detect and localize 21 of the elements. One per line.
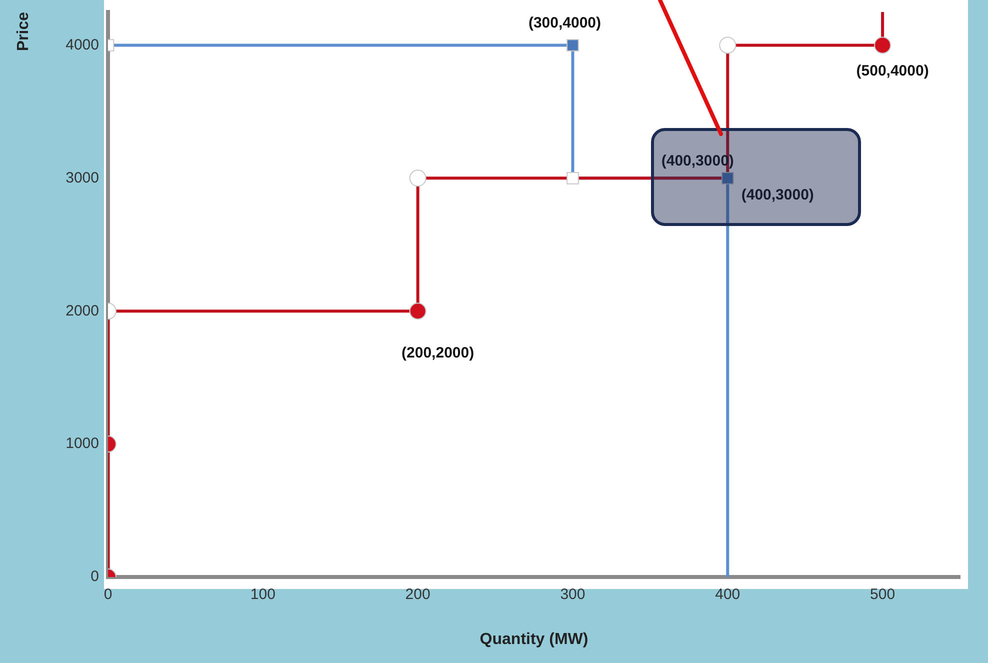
y-tick-label: 2000 bbox=[66, 302, 99, 320]
x-tick-label: 0 bbox=[104, 586, 112, 604]
x-tick-label: 200 bbox=[405, 586, 430, 604]
x-tick-label: 100 bbox=[250, 586, 276, 604]
x-axis-title: Quantity (MW) bbox=[480, 630, 588, 648]
y-axis-title: Price bbox=[15, 12, 32, 52]
point bbox=[566, 39, 579, 52]
annotation: (400,3000) bbox=[741, 186, 814, 204]
x-tick-label: 300 bbox=[560, 586, 586, 604]
point bbox=[874, 36, 892, 54]
y-tick-label: 0 bbox=[90, 568, 99, 586]
point bbox=[719, 36, 736, 54]
y-tick-label: 4000 bbox=[66, 36, 99, 54]
annotation: (200,2000) bbox=[402, 344, 474, 362]
annotation: (300,4000) bbox=[528, 14, 602, 32]
annotation: (500,4000) bbox=[856, 62, 929, 80]
x-tick-label: 500 bbox=[870, 586, 896, 604]
point bbox=[721, 172, 734, 184]
y-tick-label: 1000 bbox=[66, 435, 99, 452]
y-tick-label: 3000 bbox=[66, 169, 99, 186]
x-tick-label: 400 bbox=[715, 586, 740, 604]
